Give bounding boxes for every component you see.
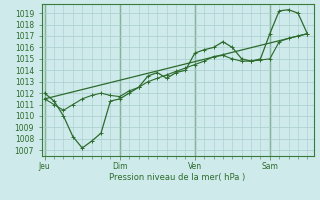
- X-axis label: Pression niveau de la mer( hPa ): Pression niveau de la mer( hPa ): [109, 173, 246, 182]
